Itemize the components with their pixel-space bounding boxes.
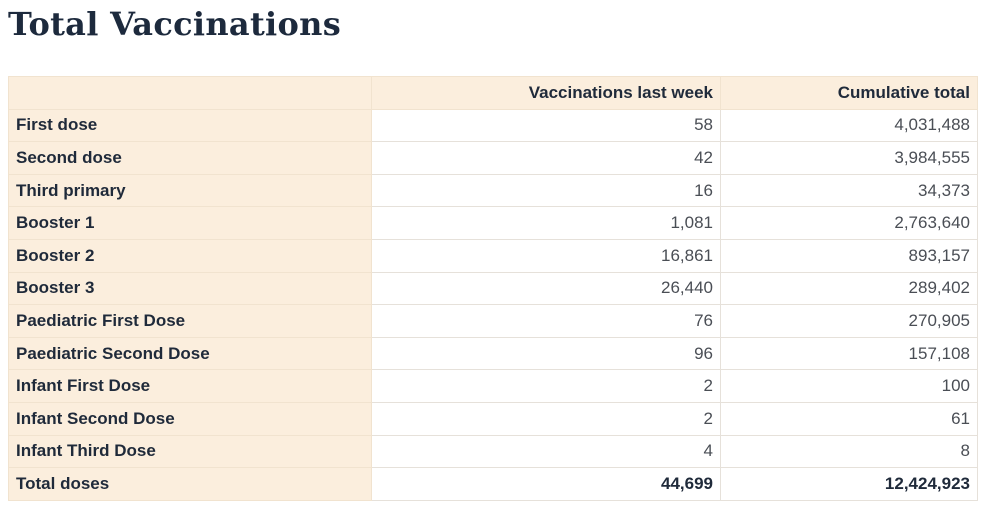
cumulative-cell: 289,402 (720, 271, 978, 306)
cumulative-cell: 34,373 (720, 173, 978, 208)
cumulative-cell: 2,763,640 (720, 206, 978, 240)
last-week-cell: 42 (371, 141, 721, 175)
table-row: Second dose 42 3,984,555 (8, 141, 978, 175)
row-label: Infant Second Dose (8, 401, 372, 436)
row-label: Paediatric First Dose (8, 304, 372, 338)
row-label: Infant First Dose (8, 369, 372, 403)
total-cumulative-cell: 12,424,923 (720, 467, 978, 501)
table-row: Infant Third Dose 4 8 (8, 434, 978, 469)
table-row: Booster 3 26,440 289,402 (8, 271, 978, 306)
row-label: Infant Third Dose (8, 434, 372, 469)
row-label: Booster 3 (8, 271, 372, 306)
vaccinations-table: Vaccinations last week Cumulative total … (8, 76, 978, 501)
last-week-cell: 1,081 (371, 206, 721, 240)
table-row: First dose 58 4,031,488 (8, 108, 978, 143)
table-row: Paediatric Second Dose 96 157,108 (8, 336, 978, 371)
page-title: Total Vaccinations (8, 5, 342, 43)
cumulative-cell: 157,108 (720, 336, 978, 371)
cumulative-cell: 3,984,555 (720, 141, 978, 175)
last-week-cell: 16,861 (371, 238, 721, 273)
cumulative-cell: 8 (720, 434, 978, 469)
table-row: Third primary 16 34,373 (8, 173, 978, 208)
row-label: Second dose (8, 141, 372, 175)
last-week-cell: 58 (371, 108, 721, 143)
table-row: Booster 1 1,081 2,763,640 (8, 206, 978, 240)
table-row: Infant First Dose 2 100 (8, 369, 978, 403)
column-header-last-week: Vaccinations last week (371, 76, 721, 110)
cumulative-cell: 893,157 (720, 238, 978, 273)
cumulative-cell: 270,905 (720, 304, 978, 338)
table-header-row: Vaccinations last week Cumulative total (8, 76, 978, 110)
last-week-cell: 2 (371, 369, 721, 403)
total-label: Total doses (8, 467, 372, 501)
cumulative-cell: 4,031,488 (720, 108, 978, 143)
cumulative-cell: 100 (720, 369, 978, 403)
last-week-cell: 4 (371, 434, 721, 469)
table-row: Paediatric First Dose 76 270,905 (8, 304, 978, 338)
total-last-week-cell: 44,699 (371, 467, 721, 501)
column-header-blank (8, 76, 372, 110)
row-label: Booster 1 (8, 206, 372, 240)
row-label: First dose (8, 108, 372, 143)
total-row: Total doses 44,699 12,424,923 (8, 467, 978, 501)
last-week-cell: 2 (371, 401, 721, 436)
cumulative-cell: 61 (720, 401, 978, 436)
table-row: Infant Second Dose 2 61 (8, 401, 978, 436)
row-label: Booster 2 (8, 238, 372, 273)
column-header-cumulative: Cumulative total (720, 76, 978, 110)
last-week-cell: 26,440 (371, 271, 721, 306)
last-week-cell: 96 (371, 336, 721, 371)
last-week-cell: 16 (371, 173, 721, 208)
last-week-cell: 76 (371, 304, 721, 338)
row-label: Third primary (8, 173, 372, 208)
table-row: Booster 2 16,861 893,157 (8, 238, 978, 273)
row-label: Paediatric Second Dose (8, 336, 372, 371)
